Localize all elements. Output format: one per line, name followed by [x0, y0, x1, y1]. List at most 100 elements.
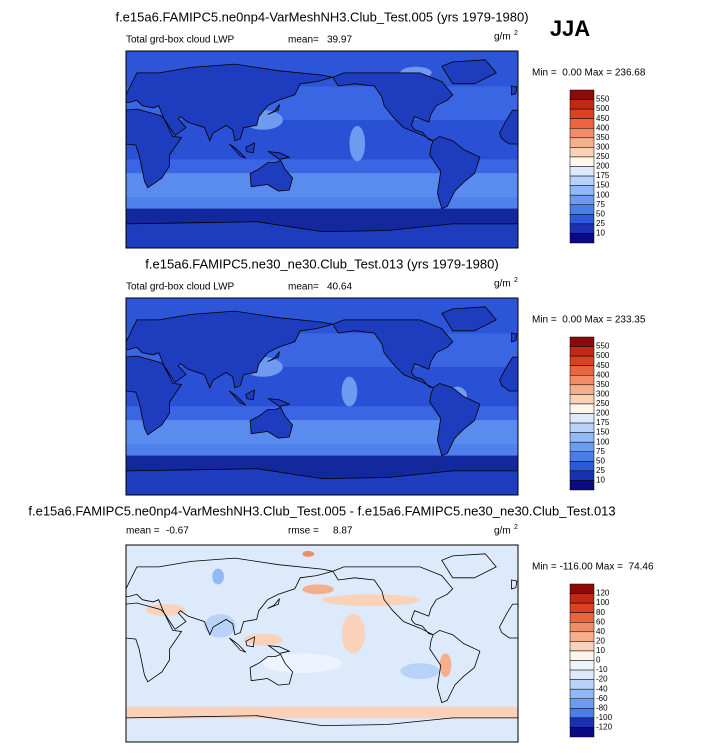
coastline: [229, 637, 247, 653]
colorbar-label: 175: [596, 171, 610, 180]
colorbar-box: [569, 346, 595, 357]
units-exponent: 2: [514, 277, 518, 284]
panel: f.e15a6.FAMIPC5.ne0np4-VarMeshNH3.Club_T…: [115, 9, 646, 249]
colorbar-label: -20: [596, 675, 608, 684]
colorbar-label: 450: [596, 114, 610, 123]
colorbar-label: -120: [596, 723, 613, 732]
coastline: [499, 356, 518, 392]
coastline: [441, 59, 497, 85]
coastline: [126, 355, 183, 436]
map: [126, 545, 518, 742]
colorbar-label: 200: [596, 162, 610, 171]
min-max: Min = 0.00 Max = 233.35: [532, 315, 646, 326]
panel: f.e15a6.FAMIPC5.ne30_ne30.Club_Test.013 …: [125, 256, 646, 496]
colorbar-box: [569, 394, 595, 405]
colorbar-label: 300: [596, 142, 610, 151]
units-exponent: 2: [514, 30, 518, 37]
colorbar-label: 100: [596, 190, 610, 199]
colorbar-box: [569, 214, 595, 225]
colorbar-box: [569, 156, 595, 167]
coastline: [429, 629, 481, 704]
coastline: [511, 332, 518, 343]
coastline: [499, 603, 518, 639]
colorbar-box: [569, 679, 595, 690]
colorbar-box: [569, 669, 595, 680]
field-patch: [400, 663, 440, 679]
units: g/m: [494, 526, 511, 537]
colorbar-box: [569, 355, 595, 366]
colorbar-label: 250: [596, 152, 610, 161]
colorbar-box: [569, 233, 595, 244]
colorbar-label: 60: [596, 617, 605, 626]
colorbar-label: 10: [596, 646, 605, 655]
coastline: [229, 143, 247, 159]
colorbar-box: [569, 204, 595, 215]
coastline: [332, 72, 454, 142]
units: g/m: [494, 279, 511, 290]
colorbar-label: 400: [596, 370, 610, 379]
map: [126, 298, 518, 495]
coastline: [267, 398, 291, 407]
min-max: Min = 0.00 Max = 236.68: [532, 68, 646, 79]
colorbar-box: [569, 99, 595, 110]
field-patch: [349, 125, 366, 162]
colorbar-box: [569, 375, 595, 386]
colorbar-label: 450: [596, 361, 610, 370]
coastline: [126, 310, 334, 389]
colorbar-label: 25: [596, 219, 605, 228]
colorbar-label: 200: [596, 409, 610, 418]
colorbar-box: [569, 147, 595, 158]
coastline: [429, 135, 481, 210]
field-band: [126, 443, 518, 456]
colorbar-label: 40: [596, 627, 605, 636]
colorbar-label: -80: [596, 703, 608, 712]
field-patch: [302, 584, 334, 595]
colorbar-box: [569, 660, 595, 671]
field-patch: [302, 550, 315, 557]
field-patch: [341, 376, 358, 407]
colorbar-box: [569, 470, 595, 481]
panel-title: f.e15a6.FAMIPC5.ne0np4-VarMeshNH3.Club_T…: [28, 503, 615, 518]
coastline: [126, 715, 518, 742]
colorbar-label: 150: [596, 181, 610, 190]
colorbar-box: [569, 688, 595, 699]
colorbar-box: [569, 365, 595, 376]
colorbar-box: [569, 583, 595, 594]
colorbar-label: 75: [596, 200, 605, 209]
colorbar-box: [569, 194, 595, 205]
colorbar-label: 50: [596, 209, 605, 218]
units-exponent: 2: [514, 524, 518, 531]
coastline: [499, 109, 518, 145]
units: g/m: [494, 32, 511, 43]
colorbar-label: 350: [596, 133, 610, 142]
rmse-value: 8.87: [333, 526, 353, 537]
colorbar-box: [569, 118, 595, 129]
colorbar-box: [569, 717, 595, 728]
mean-label: mean=: [288, 35, 319, 46]
colorbar-label: -100: [596, 713, 613, 722]
panel-title: f.e15a6.FAMIPC5.ne30_ne30.Club_Test.013 …: [145, 256, 498, 271]
colorbar-box: [569, 128, 595, 139]
colorbar-label: 250: [596, 399, 610, 408]
colorbar-box: [569, 175, 595, 186]
coastline: [267, 151, 291, 160]
colorbar-box: [569, 89, 595, 100]
field-patch: [322, 594, 420, 607]
colorbar-box: [569, 650, 595, 661]
colorbar-label: 120: [596, 589, 610, 598]
colorbar-box: [569, 631, 595, 642]
coastline: [332, 566, 454, 636]
colorbar-box: [569, 223, 595, 234]
panel: f.e15a6.FAMIPC5.ne0np4-VarMeshNH3.Club_T…: [28, 503, 654, 743]
colorbar-box: [569, 413, 595, 424]
panel-title: f.e15a6.FAMIPC5.ne0np4-VarMeshNH3.Club_T…: [115, 9, 528, 24]
colorbar-box: [569, 480, 595, 491]
coastline: [267, 104, 280, 115]
field-patch: [341, 613, 366, 654]
coastline: [429, 382, 481, 457]
coastline: [249, 159, 294, 192]
colorbar-box: [569, 137, 595, 148]
mean-value: -0.67: [166, 526, 189, 537]
coastline: [229, 390, 247, 406]
colorbar-label: 150: [596, 428, 610, 437]
